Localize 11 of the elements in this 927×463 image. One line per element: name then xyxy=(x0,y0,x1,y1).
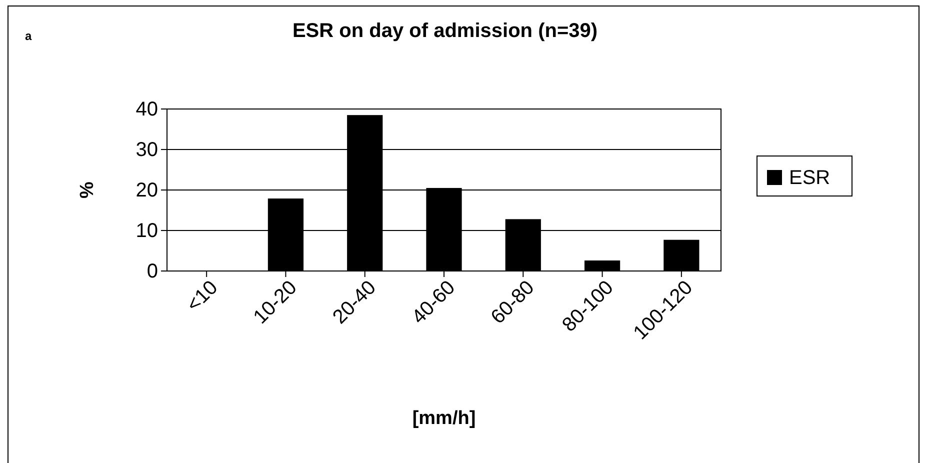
y-tick-label: 30 xyxy=(136,138,158,161)
legend-label: ESR xyxy=(789,167,830,189)
x-axis-title: [mm/h] xyxy=(412,408,476,429)
y-tick-label: 0 xyxy=(146,260,158,282)
y-tick-label: 10 xyxy=(136,220,158,242)
y-axis-title: % xyxy=(77,181,98,198)
x-tick-label: <10 xyxy=(182,276,222,316)
text: a xyxy=(25,29,32,43)
y-tick-label: 40 xyxy=(136,98,158,120)
y-tick-label: 20 xyxy=(136,179,158,202)
chart-title: ESR on day of admission (n=39) xyxy=(292,20,598,42)
